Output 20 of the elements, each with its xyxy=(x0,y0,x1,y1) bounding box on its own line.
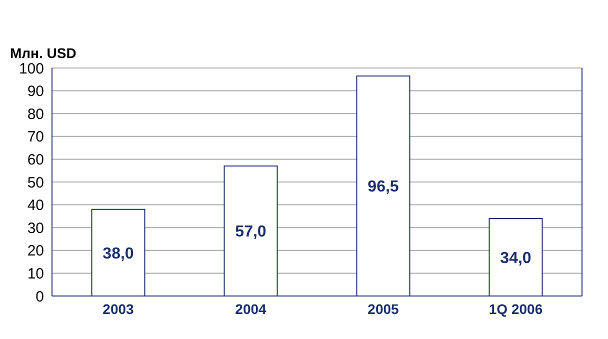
text: 34,0 xyxy=(500,250,532,267)
x-tick-label: 2004 xyxy=(235,300,267,317)
text: 38,0 xyxy=(102,245,134,262)
x-tick-label: 2003 xyxy=(102,300,134,317)
y-tick-label: 30 xyxy=(27,220,44,237)
y-tick-label: 0 xyxy=(36,288,44,306)
y-axis-title: Млн. USD xyxy=(10,45,76,61)
y-tick-label: 10 xyxy=(27,266,44,283)
x-tick-label: 1Q 2006 xyxy=(488,300,543,317)
y-tick-label: 80 xyxy=(27,106,44,123)
y-tick-label: 70 xyxy=(27,128,44,146)
y-tick-label: 60 xyxy=(27,152,44,169)
y-tick-label: 20 xyxy=(27,242,44,260)
y-tick-label: 100 xyxy=(18,60,44,78)
y-tick-label: 50 xyxy=(27,174,44,192)
text: 57,0 xyxy=(235,224,266,241)
y-tick-label: 90 xyxy=(27,83,44,100)
y-tick-label: 40 xyxy=(27,197,44,214)
x-tick-label: 2005 xyxy=(368,300,400,317)
text: 96,5 xyxy=(368,178,399,196)
